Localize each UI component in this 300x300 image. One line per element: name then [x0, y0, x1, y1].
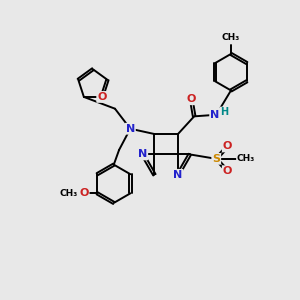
Text: O: O	[223, 166, 232, 176]
Text: O: O	[187, 94, 196, 104]
Text: N: N	[210, 110, 219, 120]
Text: CH₃: CH₃	[237, 154, 255, 163]
Text: CH₃: CH₃	[59, 189, 78, 198]
Text: N: N	[138, 149, 147, 159]
Text: N: N	[126, 124, 135, 134]
Text: O: O	[223, 142, 232, 152]
Text: S: S	[212, 154, 220, 164]
Text: O: O	[79, 188, 88, 198]
Text: CH₃: CH₃	[222, 33, 240, 42]
Text: N: N	[173, 170, 183, 180]
Text: O: O	[97, 92, 106, 102]
Text: H: H	[220, 107, 228, 117]
